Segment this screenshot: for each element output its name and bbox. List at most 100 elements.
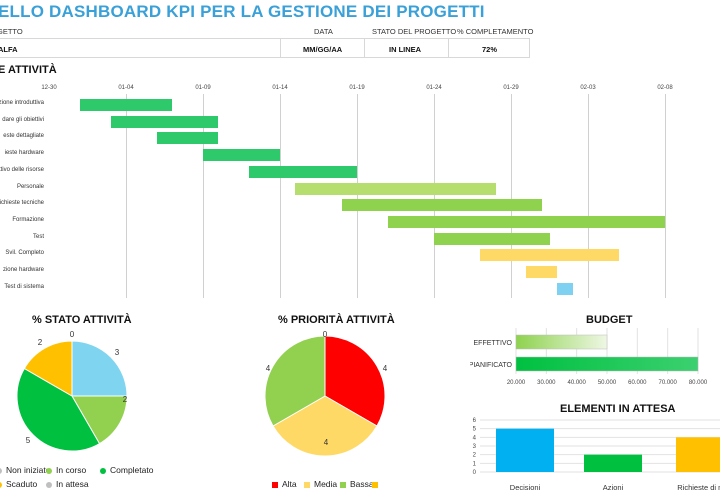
budget-tick-label: 60.000 (628, 380, 647, 386)
pending-title: ELEMENTI IN ATTESA (560, 403, 676, 415)
budget-tick-label: 70.000 (658, 380, 677, 386)
status-header: STATO DEL PROGETTO (372, 27, 457, 36)
budget-category-label: EFFETTIVO (474, 340, 513, 347)
gantt-task-label: ttivo delle risorse (0, 166, 44, 173)
pending-chart: 0 1 2 3 4 5 6 Decisioni Azioni Richieste di mod (473, 418, 720, 492)
pending-tick-label: 5 (473, 427, 477, 433)
gantt-task-label: zione introduttiva (0, 100, 44, 106)
pending-tick-label: 4 (473, 435, 477, 441)
legend-dot-icon (0, 481, 2, 488)
gantt-bar (295, 182, 496, 195)
legend-in-progress: In corso (46, 465, 86, 475)
gantt-bar (341, 199, 542, 212)
gantt-gridline (434, 94, 435, 298)
complete-cell (448, 38, 530, 58)
project-cell (0, 38, 281, 58)
pending-category-label: Decisioni (510, 483, 541, 492)
legend-label: Completato (110, 465, 154, 475)
complete-value: 72% (482, 45, 498, 54)
legend-label: In corso (56, 465, 87, 475)
gantt-task-label: zione hardware (2, 267, 44, 273)
project-header: GETTO (0, 27, 23, 36)
gantt-gridline (357, 94, 358, 298)
budget-category-label: PIANIFICATO (470, 362, 513, 369)
legend-square-icon (372, 481, 378, 488)
budget-bar (515, 356, 699, 372)
pending-tick-label: 3 (473, 444, 477, 450)
pending-bar (584, 454, 642, 472)
gantt-tick-label: 01-24 (426, 85, 442, 91)
gantt-bar (203, 149, 280, 162)
budget-tick-label: 40.000 (567, 380, 586, 386)
legend-dot-icon (46, 481, 52, 488)
gantt-task-label: Test di sistema (4, 283, 44, 290)
gantt-task-label: Test (32, 233, 44, 240)
legend-low: Bassa (340, 479, 374, 489)
gantt-task-label: Formazione (12, 216, 44, 223)
pie-slice (264, 335, 326, 427)
pie-slice (71, 340, 128, 397)
gantt-tick-label: 01-04 (118, 85, 134, 91)
complete-header: % COMPLETAMENTO (457, 27, 534, 36)
pie-slice (324, 335, 386, 427)
pie-data-label: 5 (26, 436, 31, 445)
gantt-tick-label: 12-30 (41, 85, 57, 91)
gantt-tick-label: 02-08 (657, 85, 673, 91)
status-pie-chart: 0 3 2 5 2 (16, 330, 128, 452)
pie-data-label: 4 (266, 364, 271, 373)
budget-tick-label: 80.000 (689, 380, 708, 386)
gantt-task-label: Svil. Completo (5, 250, 44, 257)
pie-data-label: 3 (115, 348, 120, 357)
gantt-tick-label: 01-14 (272, 85, 288, 91)
budget-tick-label: 50.000 (598, 380, 617, 386)
pie-data-label: 0 (323, 330, 328, 339)
date-value: MM/GG/AA (303, 45, 343, 54)
pie-data-label: 2 (123, 395, 128, 404)
pending-tick-label: 1 (473, 461, 477, 467)
legend-square-icon (304, 481, 310, 488)
gantt-bar (434, 232, 550, 245)
legend-high: Alta (272, 479, 297, 489)
legend-on-hold: In attesa (46, 479, 89, 489)
legend-medium: Media (304, 479, 337, 489)
gantt-task-label: dare gli obiettivi (2, 116, 44, 123)
gantt-gridline (511, 94, 512, 298)
pie-data-label: 4 (383, 364, 388, 373)
gantt-tick-label: 01-29 (503, 85, 519, 91)
gantt-gridline (126, 94, 127, 298)
gantt-bar (387, 215, 665, 228)
pie-slice (23, 340, 73, 397)
gantt-tick-label: 01-19 (349, 85, 365, 91)
legend-label: In attesa (56, 479, 89, 489)
priority-pie-chart: 0 4 4 4 (264, 330, 388, 457)
status-pie-title: % STATO ATTIVITÀ (32, 314, 132, 326)
legend-not-started: Non iniziato (0, 465, 50, 475)
gantt-task-label: este dettagliate (3, 133, 44, 140)
pending-bar (676, 437, 720, 472)
gantt-bar (110, 115, 219, 128)
legend-label: Bassa (350, 479, 374, 489)
date-header: DATA (314, 27, 333, 36)
gantt-bar (480, 249, 619, 262)
budget-title: BUDGET (586, 314, 633, 326)
pending-tick-label: 2 (473, 453, 477, 459)
budget-chart: 20.000 30.000 40.000 50.000 60.000 70.000 80.0… (470, 328, 708, 386)
gantt-task-label: ichieste tecniche (0, 200, 44, 207)
pie-data-label: 2 (38, 338, 43, 347)
legend-label: Scaduto (6, 479, 38, 489)
legend-label: Media (314, 479, 338, 489)
page-title: ELLO DASHBOARD KPI PER LA GESTIONE DEI P… (0, 2, 485, 21)
pie-slice (71, 395, 128, 445)
legend-overdue: Scaduto (0, 479, 37, 489)
budget-tick-label: 30.000 (537, 380, 556, 386)
pending-category-label: Richieste di mod (677, 483, 720, 492)
legend-dot-icon (0, 467, 2, 474)
budget-bar (515, 334, 608, 350)
legend-square-icon (272, 481, 278, 488)
legend-label: Non iniziato (6, 465, 51, 475)
legend-extra (372, 479, 382, 489)
gantt-gridline (280, 94, 281, 298)
gantt-bar (557, 282, 573, 295)
pending-tick-label: 0 (473, 470, 477, 476)
project-value: ALFA (0, 45, 18, 54)
